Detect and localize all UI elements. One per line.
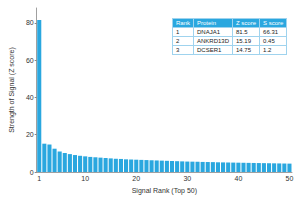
html-text:Rank: Rank — [176, 20, 190, 26]
html-text:Protein: Protein — [197, 20, 216, 26]
html-text:S score: S score — [263, 20, 284, 26]
html-text:1: 1 — [176, 29, 180, 35]
html-text:81.5: 81.5 — [236, 29, 248, 35]
html-text:1.2: 1.2 — [263, 47, 272, 53]
html-text:66.31: 66.31 — [263, 29, 279, 35]
svg-text:0: 0 — [30, 169, 34, 176]
html-text:ANKRD13D: ANKRD13D — [197, 38, 229, 44]
svg-text:20: 20 — [26, 131, 34, 138]
html-text:0.45: 0.45 — [263, 38, 275, 44]
html-text:3: 3 — [176, 47, 180, 53]
svg-text:10: 10 — [81, 175, 89, 182]
svg-text:40: 40 — [26, 94, 34, 101]
html-text:DNAJA1: DNAJA1 — [197, 29, 220, 35]
svg-text:30: 30 — [183, 175, 191, 182]
svg-text:Strength of Signal (Z score): Strength of Signal (Z score) — [8, 47, 16, 133]
svg-text:80: 80 — [26, 19, 34, 26]
html-text:DCSER1: DCSER1 — [197, 47, 222, 53]
html-text:2: 2 — [176, 38, 180, 44]
html-text:15.19: 15.19 — [236, 38, 251, 44]
svg-text:50: 50 — [286, 175, 294, 182]
svg-text:20: 20 — [132, 175, 140, 182]
html-text:14.75: 14.75 — [236, 47, 251, 53]
svg-text:Signal Rank (Top 50): Signal Rank (Top 50) — [132, 187, 197, 195]
html-text:Z score: Z score — [236, 20, 256, 26]
svg-text:60: 60 — [26, 57, 34, 64]
svg-text:40: 40 — [234, 175, 242, 182]
svg-text:1: 1 — [37, 175, 41, 182]
